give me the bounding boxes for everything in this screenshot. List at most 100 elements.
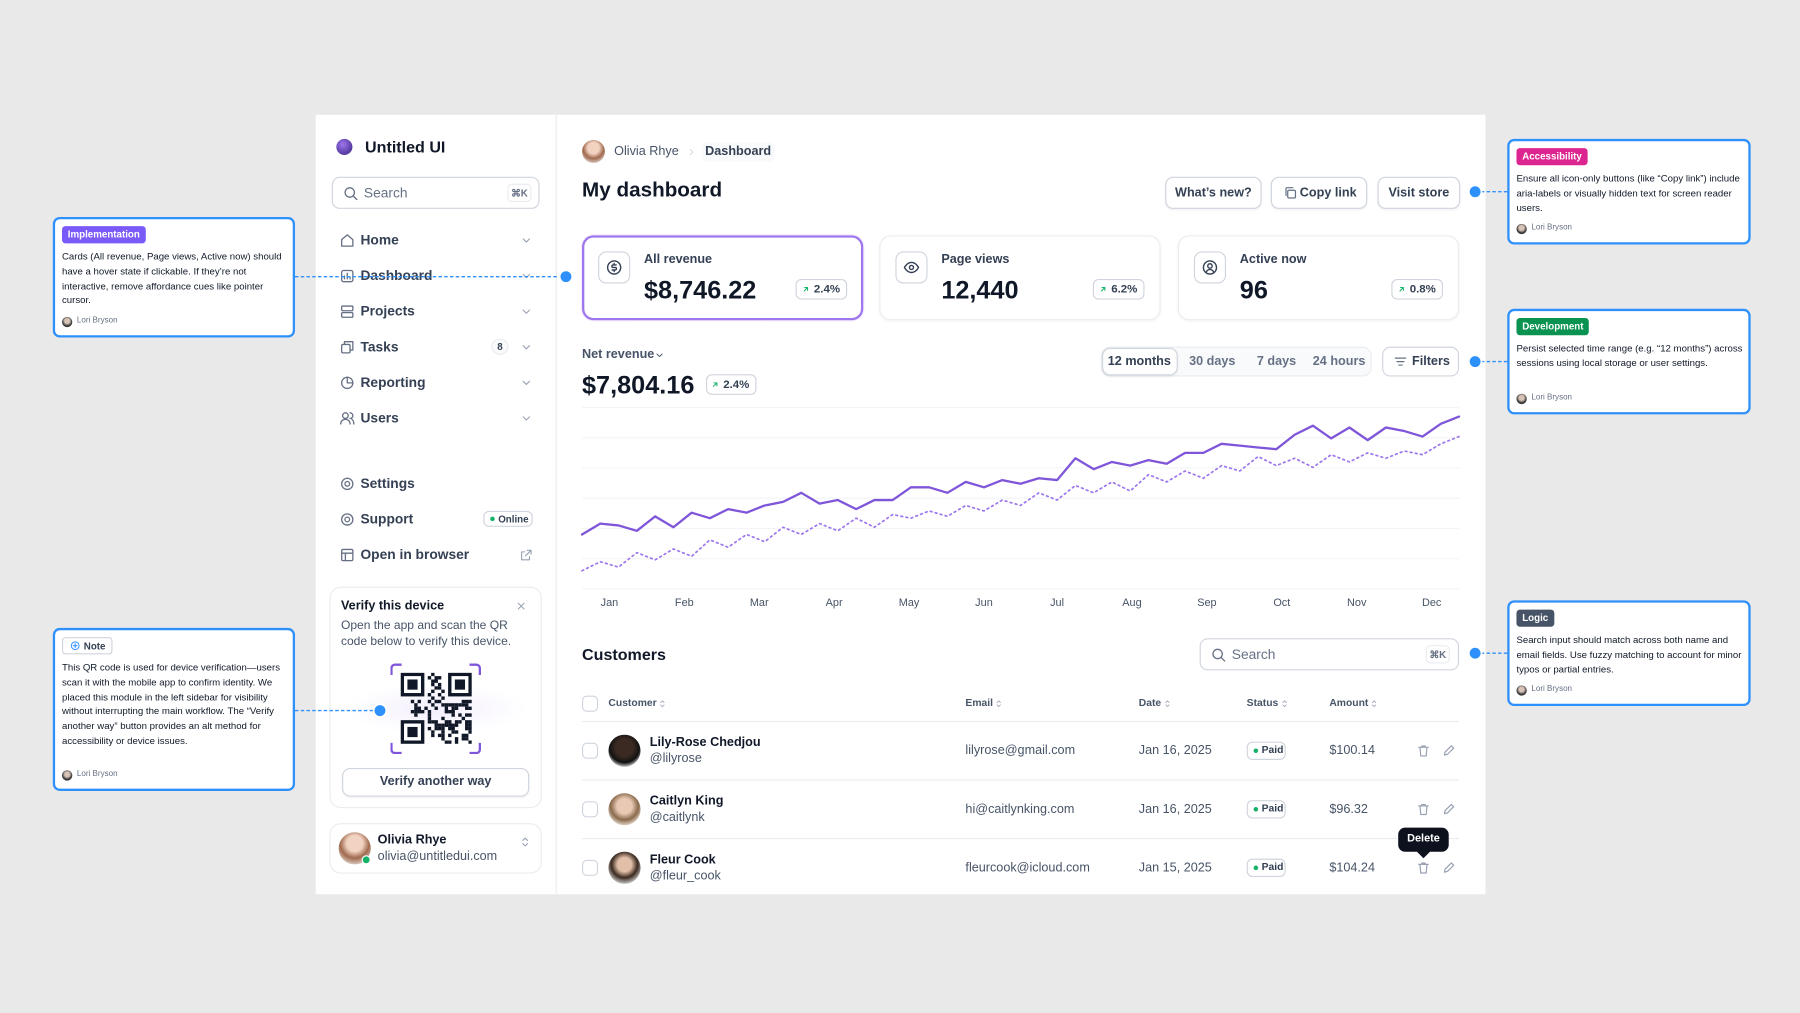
qr-module [454, 740, 459, 744]
shortcut-badge [1425, 645, 1450, 664]
search-input[interactable] [331, 176, 540, 209]
stat-card[interactable] [1177, 235, 1460, 321]
icon [340, 269, 353, 282]
icon [343, 186, 357, 200]
chevron [522, 237, 530, 243]
stat-card[interactable] [879, 235, 1161, 321]
nav-label: Settings [360, 475, 415, 492]
column-header[interactable]: Customer [608, 697, 657, 709]
icon-part [1211, 648, 1223, 659]
column-header[interactable]: Status [1246, 697, 1279, 709]
change-badge [1391, 278, 1443, 300]
external-icon-part [520, 549, 532, 560]
checkbox[interactable] [582, 695, 599, 712]
revenue-chart [580, 406, 1461, 590]
note-icon-part [70, 641, 79, 651]
qr-module [417, 709, 421, 714]
annotation-tag: Accessibility [1516, 148, 1588, 166]
breadcrumb-item[interactable]: Olivia Rhye [614, 144, 679, 159]
icon [340, 512, 353, 526]
annotation-text: Search input should match across both na… [1516, 633, 1742, 675]
icon-part [339, 411, 354, 425]
stat-icon-part [1202, 260, 1218, 275]
delete-button-part [1418, 803, 1429, 816]
filter-icon-part [1394, 357, 1407, 366]
chevron [522, 273, 530, 278]
filters-button[interactable] [1382, 346, 1460, 377]
checkbox[interactable] [582, 742, 599, 759]
line-series [581, 435, 1460, 572]
user-card[interactable] [329, 823, 542, 874]
qr-module [451, 723, 455, 727]
range-option[interactable] [1102, 347, 1178, 376]
revenue-label: Net revenue [582, 347, 655, 362]
header-divider [582, 720, 1460, 723]
qr-module [444, 703, 449, 707]
checkbox[interactable] [582, 859, 599, 876]
author-avatar [1516, 393, 1527, 405]
stat-icon [1202, 260, 1218, 275]
nav-label: Open in browser [360, 546, 470, 563]
column-header[interactable]: Email [965, 697, 994, 709]
qr-module [441, 723, 445, 727]
change-value: 2.4% [723, 378, 750, 391]
stat-icon [903, 261, 920, 274]
verify-button[interactable] [342, 767, 530, 797]
checkbox[interactable] [582, 801, 599, 818]
stat-icon-box [895, 251, 928, 284]
column-header[interactable]: Amount [1329, 697, 1369, 709]
sort-icon [660, 700, 665, 707]
qr-module [468, 740, 472, 744]
column-header[interactable]: Date [1138, 697, 1162, 709]
x-tick-label: May [898, 596, 920, 610]
qr-module [427, 676, 432, 680]
qr-module [434, 723, 438, 727]
section-title: Customers [582, 644, 666, 663]
table-search[interactable] [1199, 638, 1460, 671]
header-button[interactable] [1270, 176, 1368, 209]
nav-label: Home [360, 231, 399, 248]
qr-module [431, 679, 435, 683]
delete-button-part [1418, 745, 1429, 757]
chevron-part [522, 273, 530, 278]
qr-module [454, 723, 459, 727]
qr-module [431, 720, 435, 724]
qr-module [461, 716, 466, 721]
nav-badge-text: 8 [497, 340, 503, 352]
stat-icon-part [611, 262, 618, 273]
annotation-text: Persist selected time range (e.g. “12 mo… [1516, 342, 1743, 369]
icon [340, 477, 353, 490]
annotation-tag: Development [1516, 317, 1590, 336]
qr-module [434, 686, 438, 690]
user-name: Olivia Rhye [377, 833, 447, 847]
stat-icon-box [598, 251, 631, 284]
qr-module [468, 723, 472, 727]
note-icon [70, 641, 79, 651]
sort-icon [1371, 700, 1377, 707]
qr-module [431, 703, 435, 707]
annotation-author: Lori Bryson [76, 317, 118, 326]
icon-part [340, 233, 353, 247]
qr-module [468, 720, 472, 724]
qr-module [468, 706, 472, 710]
header-button[interactable] [1377, 176, 1461, 209]
qr-module [441, 733, 445, 738]
qr-module [465, 737, 469, 741]
icon-part [343, 186, 355, 198]
author-avatar [61, 316, 73, 328]
qr-module [434, 706, 438, 710]
status-dot [1253, 865, 1259, 871]
stat-card[interactable] [582, 235, 864, 321]
nav-badge [491, 338, 509, 355]
x-tick-label: Jul [1050, 596, 1065, 610]
qr-module [407, 726, 418, 738]
header-button[interactable] [1165, 176, 1262, 209]
customer-email: fleurcook@icloud.com [965, 860, 1090, 875]
chevron [522, 380, 530, 385]
brand-logo [336, 138, 353, 155]
chevron [521, 836, 528, 846]
qr-module [407, 679, 418, 690]
qr-module [441, 716, 445, 721]
copy-icon-part [1287, 189, 1297, 199]
icon-part [343, 272, 351, 279]
